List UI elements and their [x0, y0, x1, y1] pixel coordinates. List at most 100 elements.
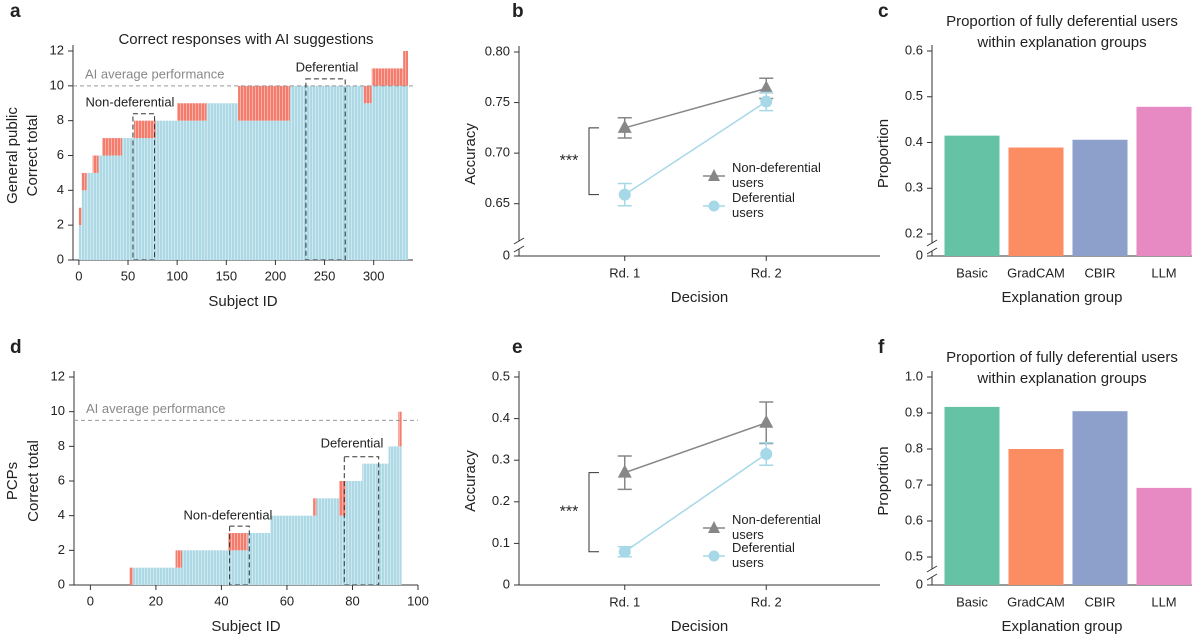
legend-marker [708, 169, 720, 181]
bar-extra [92, 155, 99, 173]
bar-base [102, 155, 123, 260]
bar-base [403, 85, 409, 260]
panel-letter: b [512, 1, 524, 22]
legend-entry: Non-deferential users [732, 512, 821, 542]
panel-letter: c [878, 1, 889, 22]
x-tick-label: 40 [214, 593, 228, 608]
y-tick-label: 10 [51, 403, 65, 418]
series-line [624, 453, 767, 553]
bar [1072, 411, 1128, 585]
x-tick-label: Rd. 2 [751, 265, 782, 280]
y-tick-label: 0.65 [485, 195, 510, 210]
bar-extra [398, 411, 402, 447]
annotation-box [343, 456, 380, 586]
y-tick-label: 0.4 [492, 410, 510, 425]
y-tick-label: 0.8 [905, 440, 923, 455]
bar-extra [133, 120, 156, 139]
bar-extra [313, 498, 317, 516]
x-tick-label: GradCAM [1007, 265, 1065, 280]
chart-title: Proportion of fully deferential users [946, 349, 1178, 366]
bar [944, 135, 1000, 256]
axis-break [513, 245, 525, 253]
x-axis-label: Subject ID [208, 293, 277, 310]
bar-base [388, 446, 399, 585]
y-tick-label: 0 [916, 247, 923, 262]
y-axis-label: Correct total [24, 115, 41, 197]
x-tick-label: 200 [265, 268, 287, 283]
x-tick-label: 60 [280, 593, 294, 608]
y-tick-label: 0.6 [905, 42, 923, 57]
y-tick-label: 0.3 [492, 452, 510, 467]
y-tick-label: 0.70 [485, 145, 510, 160]
x-tick-label: 80 [345, 593, 359, 608]
bar-base [206, 103, 239, 260]
panel-letter: e [512, 337, 523, 358]
bar-extra [78, 207, 82, 226]
y-tick-label: 0.75 [485, 94, 510, 109]
panel-letter: d [10, 337, 22, 358]
bar-extra [102, 138, 123, 156]
legend-marker [708, 200, 720, 212]
x-tick-label: 0 [87, 593, 94, 608]
y-tick-label: 0 [57, 251, 64, 266]
y-axis-label: Accuracy [462, 123, 479, 185]
x-tick-label: LLM [1151, 265, 1176, 280]
bar-extra [371, 68, 404, 86]
axis-break [926, 573, 938, 581]
x-tick-label: 300 [363, 268, 385, 283]
x-tick-label: CBIR [1084, 594, 1115, 609]
marker [759, 80, 774, 94]
y-tick-label: 0 [503, 247, 510, 262]
y-tick-label: 6 [57, 147, 64, 162]
y-tick-label: 0.2 [905, 225, 923, 240]
x-tick-label: Basic [956, 265, 988, 280]
bar-extra [339, 481, 346, 516]
axis-break [513, 237, 525, 245]
y-tick-label: 0.5 [492, 368, 510, 383]
y-tick-label: 0.6 [905, 512, 923, 527]
group-label: General public [4, 107, 21, 204]
annotation-label: Non-deferential [184, 507, 273, 522]
bar-base [86, 172, 93, 260]
x-tick-label: Rd. 1 [609, 265, 640, 280]
y-tick-label: 0.7 [905, 476, 923, 491]
bar-base [175, 567, 183, 585]
x-tick-label: 0 [75, 268, 82, 283]
bar-base [339, 515, 346, 585]
bar [1008, 449, 1064, 585]
axis-break [926, 565, 938, 573]
marker [617, 464, 632, 478]
legend-label: Deferential users [732, 190, 795, 220]
bar-base [371, 85, 404, 260]
legend-marker [708, 550, 720, 562]
marker [618, 545, 631, 558]
y-axis-label: Proportion [875, 446, 892, 515]
significance-bracket [588, 127, 599, 196]
y-tick-label: 6 [58, 472, 65, 487]
bar-base [122, 138, 134, 260]
chart-title: Proportion of fully deferential users [946, 13, 1178, 30]
annotation-box [229, 525, 250, 586]
axis-break [926, 247, 938, 255]
x-tick-label: CBIR [1084, 265, 1115, 280]
y-tick-label: 12 [51, 368, 65, 383]
bar-base [363, 103, 372, 260]
x-tick-label: 150 [215, 268, 237, 283]
significance-bracket [588, 472, 599, 553]
bar [1008, 147, 1064, 256]
bar-extra [403, 51, 409, 86]
y-tick-label: 12 [50, 42, 64, 57]
bar-base [345, 481, 363, 585]
reference-label: AI average performance [85, 66, 224, 81]
y-tick-label: 0.4 [905, 134, 923, 149]
series-line [624, 422, 767, 474]
annotation-box [305, 78, 346, 261]
panel-letter: a [10, 1, 21, 22]
bar-extra [363, 85, 372, 104]
group-label: PCPs [4, 462, 21, 500]
y-tick-label: 0.80 [485, 43, 510, 58]
x-tick-label: 100 [166, 268, 188, 283]
legend-entry: Non-deferential users [732, 160, 821, 190]
x-tick-label: Basic [956, 594, 988, 609]
bar [1136, 487, 1192, 585]
